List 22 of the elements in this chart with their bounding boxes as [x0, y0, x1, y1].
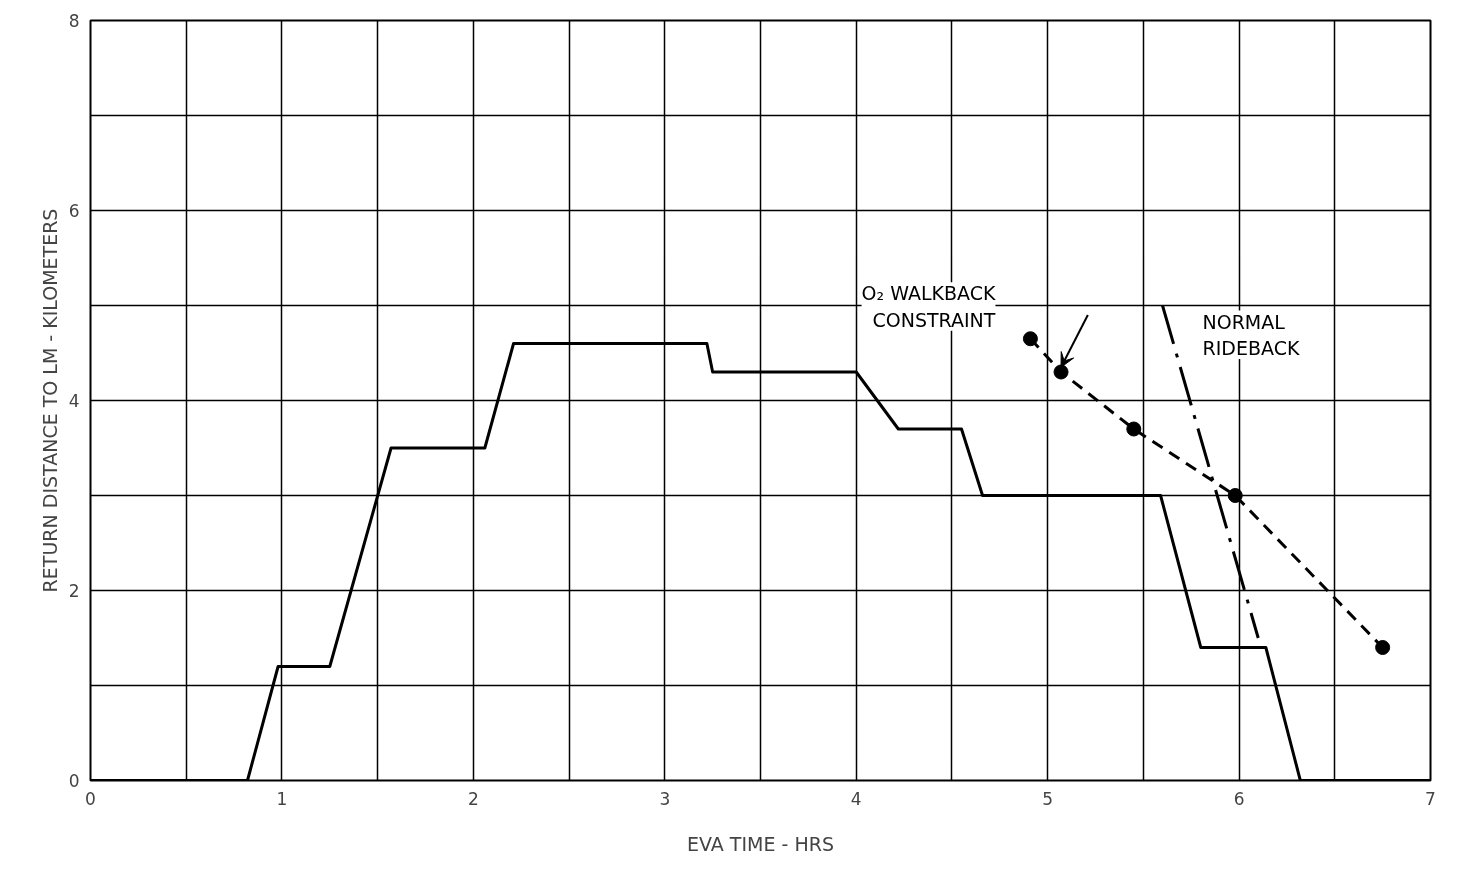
- x-tick-label: 2: [467, 788, 479, 809]
- x-tick-label: 4: [850, 788, 862, 809]
- y-tick-label: 0: [68, 771, 80, 791]
- point: [1375, 640, 1391, 655]
- series-label: O₂ WALKBACK CONSTRAINT: [861, 282, 996, 331]
- y-axis-title: RETURN DISTANCE TO LM - KILOMETERS: [38, 208, 61, 593]
- point: [1227, 488, 1243, 503]
- series-label: NORMAL RIDEBACK: [1202, 310, 1300, 359]
- point: [1126, 421, 1142, 437]
- y-tick-label: 4: [68, 391, 80, 411]
- x-tick-label: 7: [1425, 788, 1436, 809]
- point: [1022, 331, 1038, 347]
- y-tick-label: 2: [68, 581, 80, 601]
- x-tick-label: 1: [276, 788, 288, 809]
- y-tick-label: 6: [68, 201, 80, 221]
- x-tick-label: 6: [1233, 788, 1245, 809]
- x-tick-label: 5: [1042, 788, 1054, 809]
- x-tick-label: 3: [659, 788, 671, 809]
- x-tick-label: 0: [85, 788, 96, 809]
- point: [1053, 364, 1069, 380]
- y-tick-label: 8: [68, 11, 80, 31]
- x-axis-title: EVA TIME - HRS: [687, 832, 834, 855]
